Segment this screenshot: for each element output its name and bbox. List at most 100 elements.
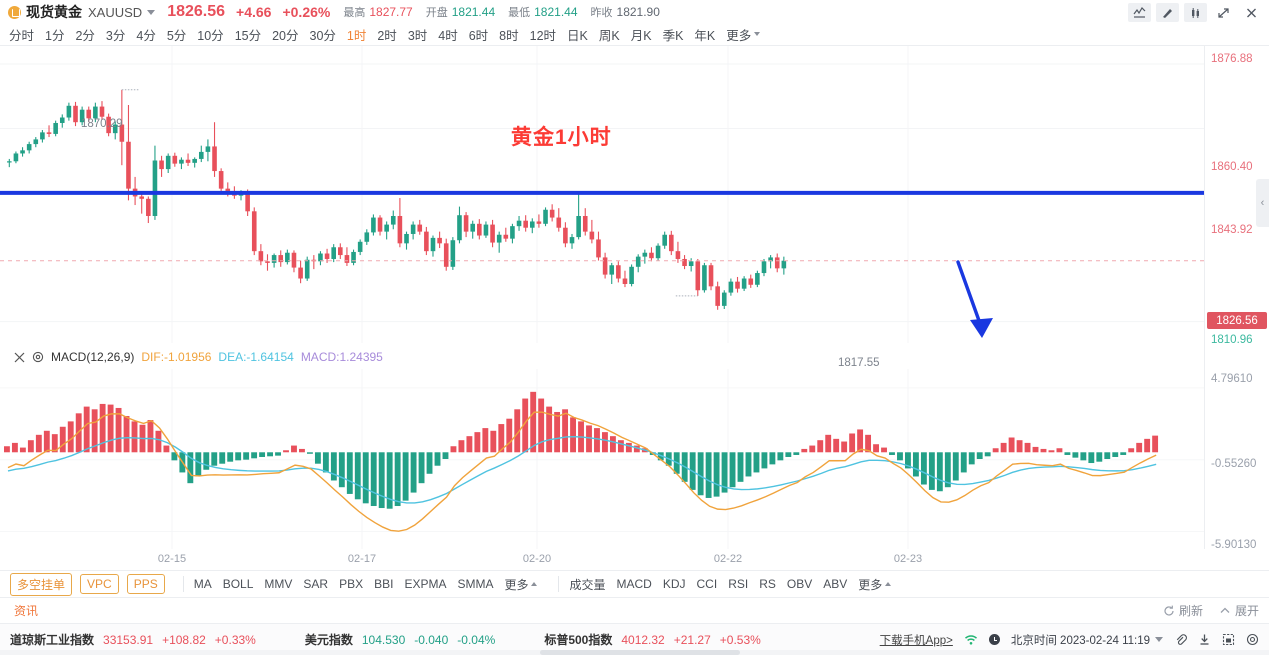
market-indices: 道琼斯工业指数 33153.91 +108.82 +0.33% 美元指数 104.530 -… xyxy=(10,631,810,648)
period-tab-4时[interactable]: 4时 xyxy=(438,28,458,43)
main-indicator-MA[interactable]: MA xyxy=(193,577,212,591)
news-bar-actions: 刷新 展开 xyxy=(1163,602,1259,619)
pill-多空挂单[interactable]: 多空挂单 xyxy=(10,572,73,596)
chevron-up-icon xyxy=(531,582,538,586)
sub-indicator-RSI[interactable]: RSI xyxy=(728,577,749,591)
main-indicator-SMMA[interactable]: SMMA xyxy=(457,577,494,591)
x-axis-tick-2: 02-20 xyxy=(522,553,552,565)
high-label: 最高 xyxy=(343,7,366,19)
chart-area: 黄金1小时 1870.29 1817.55 MACD(12,26,9) DIF:… xyxy=(0,45,1269,570)
divider xyxy=(558,576,560,592)
main-indicator-BBI[interactable]: BBI xyxy=(374,577,394,591)
period-tab-2分[interactable]: 2分 xyxy=(75,28,95,43)
pill-PPS[interactable]: PPS xyxy=(126,574,165,594)
refresh-button[interactable]: 刷新 xyxy=(1163,602,1203,619)
sub-more-label: 更多 xyxy=(858,577,883,592)
period-tab-分时[interactable]: 分时 xyxy=(9,28,35,43)
chevron-up-icon xyxy=(885,582,892,586)
macd-title: MACD(12,26,9) xyxy=(51,350,135,364)
period-tab-15分[interactable]: 15分 xyxy=(234,28,262,43)
x-axis-tick-1: 02-17 xyxy=(347,553,377,565)
pill-VPC[interactable]: VPC xyxy=(80,574,119,594)
draw-icon[interactable] xyxy=(1156,3,1179,22)
macd-chart-pane[interactable] xyxy=(0,369,1204,549)
period-tab-12时[interactable]: 12时 xyxy=(529,28,557,43)
indicator-icon[interactable] xyxy=(1128,3,1151,22)
main-indicator-SAR[interactable]: SAR xyxy=(303,577,329,591)
time-dropdown-icon[interactable] xyxy=(1155,637,1163,642)
sub-indicator-KDJ[interactable]: KDJ xyxy=(662,577,686,591)
period-tab-3时[interactable]: 3时 xyxy=(407,28,428,43)
news-bar: 资讯 刷新 展开 xyxy=(0,598,1269,624)
period-tab-周K[interactable]: 周K xyxy=(598,28,620,43)
expand-label: 展开 xyxy=(1234,604,1259,618)
horizontal-scrollbar[interactable] xyxy=(0,650,1269,655)
period-tab-6时[interactable]: 6时 xyxy=(468,28,489,43)
main-indicator-EXPMA[interactable]: EXPMA xyxy=(404,577,447,591)
x-axis: 02-15 02-17 02-20 02-22 02-23 xyxy=(0,549,1204,571)
sub-indicator-more[interactable]: 更多 xyxy=(858,576,892,593)
sub-indicator-OBV[interactable]: OBV xyxy=(786,577,813,591)
download-app-link[interactable]: 下载手机App> xyxy=(879,634,953,647)
period-tab-季K[interactable]: 季K xyxy=(662,28,684,43)
index-percent: +0.33% xyxy=(214,633,256,647)
period-tab-8时[interactable]: 8时 xyxy=(499,28,519,43)
main-indicator-MMV[interactable]: MMV xyxy=(264,577,293,591)
period-tab-年K[interactable]: 年K xyxy=(694,28,716,43)
peak-price-label: 1870.29 xyxy=(81,118,123,130)
main-indicator-BOLL[interactable]: BOLL xyxy=(222,577,254,591)
fullscreen-icon[interactable] xyxy=(1212,3,1235,22)
divider xyxy=(182,576,184,592)
collapse-panel-icon[interactable]: ‹ xyxy=(1256,179,1269,227)
period-tab-日K[interactable]: 日K xyxy=(567,28,588,43)
sub-indicator-ABV[interactable]: ABV xyxy=(823,577,848,591)
market-index-2[interactable]: 标普500指数 4012.32 +21.27 +0.53% xyxy=(544,631,770,648)
symbol-dropdown-icon[interactable] xyxy=(147,9,156,15)
sub-indicator-MACD[interactable]: MACD xyxy=(616,577,652,591)
status-bar: 道琼斯工业指数 33153.91 +108.82 +0.33% 美元指数 104.530 -… xyxy=(0,624,1269,655)
main-indicator-PBX[interactable]: PBX xyxy=(339,577,364,591)
period-more-button[interactable]: 更多 xyxy=(726,25,761,44)
period-tab-2时[interactable]: 2时 xyxy=(377,28,397,43)
download-icon[interactable] xyxy=(1198,633,1211,646)
period-tab-月K[interactable]: 月K xyxy=(630,28,652,43)
period-tab-3分[interactable]: 3分 xyxy=(105,28,126,43)
sub-indicator-RS[interactable]: RS xyxy=(759,577,776,591)
period-tab-4分[interactable]: 4分 xyxy=(136,28,156,43)
period-tab-30分[interactable]: 30分 xyxy=(309,28,336,43)
price-change: +4.66 xyxy=(236,4,272,20)
scrollbar-thumb[interactable] xyxy=(540,650,740,655)
macd-indicator-header: MACD(12,26,9) DIF:-1.01956 DEA:-1.64154 … xyxy=(0,348,383,366)
period-tab-5分[interactable]: 5分 xyxy=(166,28,187,43)
macd-axis-tick-1: -0.55260 xyxy=(1211,458,1257,470)
market-index-0[interactable]: 道琼斯工业指数 33153.91 +108.82 +0.33% xyxy=(10,631,265,648)
macd-dif-value: DIF:-1.01956 xyxy=(141,350,212,364)
settings-icon[interactable] xyxy=(1246,633,1259,646)
close-icon[interactable] xyxy=(1240,3,1263,22)
chevron-down-icon xyxy=(754,32,761,36)
sub-indicator-CCI[interactable]: CCI xyxy=(696,577,718,591)
period-tab-1分[interactable]: 1分 xyxy=(45,28,65,43)
attachment-icon[interactable] xyxy=(1174,633,1187,646)
period-tab-10分[interactable]: 10分 xyxy=(197,28,224,43)
status-bar-actions: 下载手机App> 北京时间 2023-02-24 11:19 xyxy=(880,632,1259,648)
period-tab-20分[interactable]: 20分 xyxy=(272,28,299,43)
refresh-label: 刷新 xyxy=(1178,604,1203,618)
main-more-label: 更多 xyxy=(504,577,529,592)
price-axis[interactable]: 1876.88 1860.40 1843.92 1810.96 1826.56 … xyxy=(1204,46,1269,551)
prev-close-value: 1821.90 xyxy=(616,5,660,19)
index-percent: -0.04% xyxy=(457,633,496,647)
index-value: 104.530 xyxy=(361,633,406,647)
price-chart-pane[interactable] xyxy=(0,46,1204,343)
screenshot-icon[interactable] xyxy=(1222,633,1235,646)
period-tab-1时[interactable]: 1时 xyxy=(346,28,367,43)
market-index-1[interactable]: 美元指数 104.530 -0.040 -0.04% xyxy=(305,631,504,648)
news-tab[interactable]: 资讯 xyxy=(14,604,39,618)
index-name: 美元指数 xyxy=(304,633,353,647)
sub-indicator-成交量[interactable]: 成交量 xyxy=(569,577,606,592)
indicator-settings-icon[interactable] xyxy=(32,351,44,363)
candle-icon[interactable] xyxy=(1184,3,1207,22)
close-indicator-icon[interactable] xyxy=(14,352,25,363)
expand-button[interactable]: 展开 xyxy=(1219,602,1259,619)
main-indicator-more[interactable]: 更多 xyxy=(504,576,538,593)
